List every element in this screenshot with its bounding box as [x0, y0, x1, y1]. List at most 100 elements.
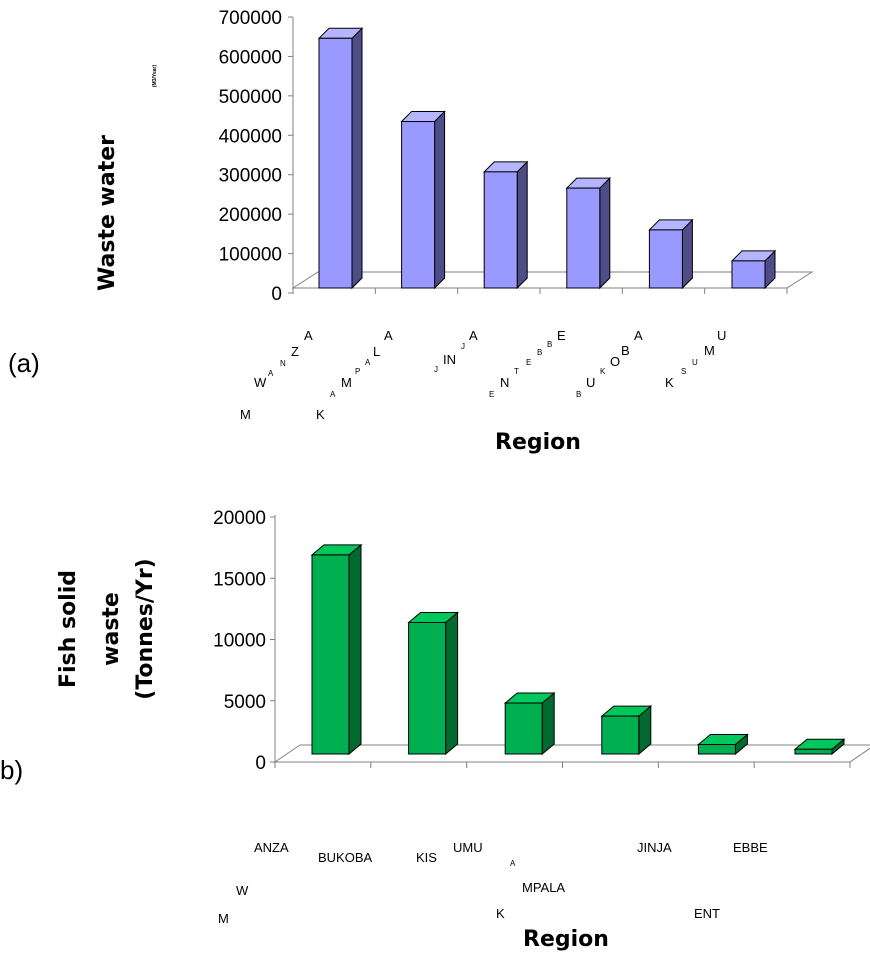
chart-b-tick-glyph: A: [510, 859, 516, 868]
chart-a-tick-glyph: A: [469, 328, 478, 343]
bar-front: [318, 37, 353, 289]
chart-b-x-label: Region: [523, 927, 609, 952]
bar: [600, 705, 653, 756]
chart-a-tick-glyph: B: [576, 390, 581, 399]
chart-a-tick-glyph: K: [600, 367, 606, 376]
chart-b-x-dividers: [274, 762, 851, 768]
chart-b-tick-glyph: JINJA: [637, 840, 672, 855]
chart-b-tick-glyph: EBBE: [733, 840, 768, 855]
chart-a-y-label: Waste water: [95, 135, 120, 291]
bar-front: [697, 744, 736, 755]
bar-front: [794, 748, 833, 755]
chart-a-tick-glyph: B: [547, 340, 552, 349]
bar-side: [351, 27, 363, 290]
chart-a-tick-glyph: N: [280, 359, 286, 368]
bar: [648, 218, 694, 290]
chart-b-bars: [310, 543, 846, 756]
chart-a-tick-glyph: A: [634, 328, 643, 343]
chart-a-x-dividers: [292, 288, 788, 294]
y-tick-label: 0: [271, 284, 282, 305]
chart-b-y-ticks: 0 5000 10000 15000 20000: [213, 508, 275, 774]
chart-a-tick-glyph: P: [355, 367, 360, 376]
chart-a-tick-glyph: A: [330, 390, 336, 399]
bar: [400, 110, 446, 290]
chart-a-tick-glyph: IN: [443, 352, 456, 367]
bar-front: [483, 171, 518, 289]
chart-b-y-label-line3: (Tonnes/Yr): [133, 558, 158, 699]
chart-a-tick-glyph: T: [514, 367, 519, 376]
bar-side: [445, 611, 459, 756]
chart-a-tick-glyph: S: [681, 367, 686, 376]
chart-a-tick-glyph: M: [341, 375, 352, 390]
bar-front: [408, 621, 447, 755]
bar: [310, 543, 363, 756]
chart-b-tick-glyph: BUKOBA: [318, 850, 373, 865]
chart-a-tick-glyph: N: [500, 375, 509, 390]
chart-a-tick-glyph: E: [526, 358, 531, 367]
chart-a-tick-glyph: B: [621, 343, 630, 358]
chart-a-y-unit: (M3/Year): [152, 65, 158, 88]
bar-front: [648, 229, 683, 289]
chart-b-tick-glyph: MPALA: [522, 880, 565, 895]
y-tick-label: 500000: [219, 87, 282, 108]
chart-a-x-tick-labels: M W A N Z A K A M P A L A J IN J A E N T…: [240, 328, 726, 422]
chart-a-tick-glyph: J: [434, 365, 438, 374]
chart-b-tick-glyph: ENT: [694, 906, 720, 921]
chart-a-tick-glyph: B: [537, 348, 542, 357]
y-tick-label: 15000: [213, 569, 266, 590]
bar-front: [504, 702, 543, 755]
bar-side: [434, 110, 446, 290]
bar: [565, 176, 612, 290]
chart-a-tick-glyph: A: [268, 369, 274, 378]
y-tick-label: 10000: [213, 631, 266, 652]
bar: [503, 691, 556, 756]
chart-a-tick-glyph: E: [557, 328, 566, 343]
chart-b-tick-glyph: M: [218, 911, 229, 926]
chart-b-tick-glyph: UMU: [453, 840, 483, 855]
chart-b-tick-glyph: K: [496, 906, 505, 921]
bar: [317, 27, 364, 290]
chart-a-tick-glyph: U: [717, 328, 726, 343]
chart-a-y-ticks: 0 100000 200000 300000 400000 500000 600000 700…: [219, 8, 293, 305]
chart-a-tick-glyph: U: [586, 375, 595, 390]
chart-b-tick-glyph: ANZA: [254, 840, 289, 855]
chart-a-bars: [317, 27, 777, 290]
chart-a-tick-glyph: K: [665, 375, 674, 390]
bar: [793, 738, 846, 756]
panel-b-label: b): [0, 755, 23, 785]
bar-side: [348, 543, 362, 756]
chart-b-floor: [273, 744, 870, 763]
y-tick-label: 0: [255, 753, 266, 774]
bar-front: [566, 187, 601, 289]
bar-side: [599, 176, 611, 290]
bar-front: [601, 715, 640, 755]
bar: [482, 160, 529, 290]
chart-b-y-label-line1: Fish solid: [56, 570, 81, 688]
chart-a-tick-glyph: M: [240, 407, 251, 422]
chart-a-tick-glyph: A: [365, 358, 371, 367]
y-tick-label: 400000: [219, 126, 282, 147]
y-tick-label: 100000: [219, 245, 282, 266]
chart-a-tick-glyph: U: [692, 358, 698, 367]
y-tick-label: 5000: [224, 692, 266, 713]
panel-a-label: (a): [8, 348, 40, 378]
chart-a: 0 100000 200000 300000 400000 500000 600000 700…: [8, 8, 814, 455]
y-tick-label: 20000: [213, 508, 266, 529]
y-tick-label: 300000: [219, 166, 282, 187]
chart-a-tick-glyph: K: [316, 407, 325, 422]
chart-a-tick-glyph: O: [610, 354, 620, 369]
bar-front: [311, 554, 350, 755]
chart-a-tick-glyph: E: [489, 390, 494, 399]
chart-a-tick-glyph: Z: [291, 344, 299, 359]
chart-a-tick-glyph: J: [461, 342, 465, 351]
y-tick-label: 600000: [219, 47, 282, 68]
bar: [697, 733, 749, 756]
bar-front: [731, 260, 766, 289]
chart-a-tick-glyph: L: [373, 344, 380, 359]
bar-front: [401, 121, 436, 289]
chart-b-tick-glyph: W: [236, 883, 249, 898]
chart-a-x-label: Region: [495, 430, 581, 455]
chart-b-tick-glyph: KIS: [416, 850, 437, 865]
bar-side: [681, 218, 693, 290]
